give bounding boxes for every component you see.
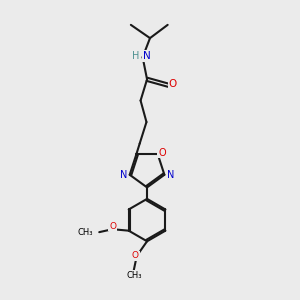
Text: O: O	[158, 148, 166, 158]
Text: CH₃: CH₃	[77, 228, 93, 237]
Text: O: O	[132, 251, 139, 260]
Text: O: O	[169, 79, 177, 89]
Text: N: N	[120, 170, 127, 180]
Text: N: N	[167, 170, 174, 180]
Text: CH₃: CH₃	[126, 271, 142, 280]
Text: O: O	[109, 222, 116, 231]
Text: H: H	[133, 51, 140, 61]
Text: N: N	[142, 51, 150, 61]
